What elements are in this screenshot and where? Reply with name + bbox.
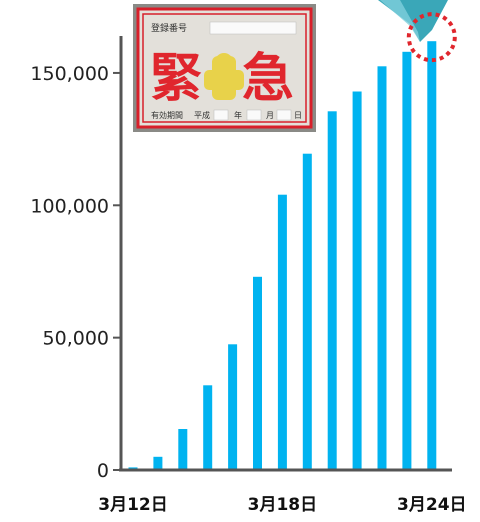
y-tick-label: 150,000 <box>30 63 109 85</box>
y-axis-ticks: 0 50,000 100,000 150,000 <box>30 63 121 482</box>
bar-3月15日 <box>203 385 213 470</box>
sticker-main-text-right: 急 <box>242 49 294 109</box>
bar-3月22日 <box>377 66 387 471</box>
bar-3月13日 <box>153 456 163 470</box>
x-tick-label: 3月24日 <box>397 495 467 515</box>
highlight-circle <box>406 12 457 63</box>
sticker-mark <box>204 53 244 100</box>
sticker-bottom-label-1: 有効期間 <box>151 110 183 120</box>
bar-3月14日 <box>178 429 188 470</box>
sticker-main-text-left: 緊 <box>150 49 202 109</box>
sticker-bottom-label-5: 日 <box>294 111 302 120</box>
bar-3月18日 <box>277 194 287 470</box>
sticker-bottom-label-2: 平成 <box>194 110 210 120</box>
sticker-bottom-field-1 <box>213 109 229 121</box>
emergency-sticker: 登録番号 緊 急 有効期間 平成 年 月 日 <box>133 4 316 132</box>
sticker-bottom-label-3: 年 <box>234 110 242 120</box>
bar-3月21日 <box>352 91 362 470</box>
x-tick-label: 3月12日 <box>98 495 168 515</box>
sticker-top-field <box>209 21 297 35</box>
x-axis-ticks: 3月12日 3月18日 3月24日 <box>98 495 466 515</box>
sticker-bottom-field-2 <box>246 109 262 121</box>
bar-3月23日 <box>402 51 412 471</box>
sticker-inner-border <box>142 13 307 123</box>
bar-3月24日 <box>427 41 437 470</box>
bar-3月20日 <box>327 111 337 471</box>
callout-pointer-shade <box>380 0 420 42</box>
y-tick-label: 50,000 <box>43 328 109 350</box>
bar-3月17日 <box>253 276 262 470</box>
y-tick-label: 100,000 <box>30 195 109 217</box>
sticker-bottom-label-4: 月 <box>266 111 274 120</box>
bar-3月16日 <box>228 344 238 470</box>
bars <box>128 41 437 471</box>
y-tick-label: 0 <box>97 460 109 482</box>
sticker-top-label: 登録番号 <box>151 22 187 34</box>
sticker-bottom-field-3 <box>276 109 292 121</box>
bar-3月19日 <box>302 153 312 470</box>
x-tick-label: 3月18日 <box>248 495 318 515</box>
